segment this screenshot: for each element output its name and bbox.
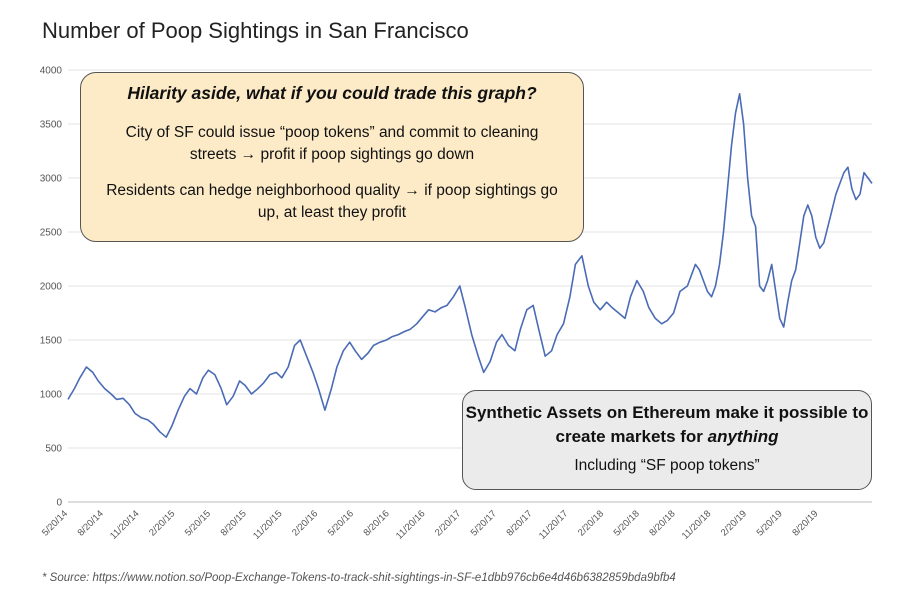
x-tick-label: 8/20/19 [790, 508, 820, 538]
x-tick-label: 8/20/16 [362, 508, 392, 538]
x-tick-label: 5/20/14 [40, 508, 70, 538]
y-tick-label: 4000 [40, 66, 63, 77]
x-tick-label: 8/20/18 [647, 508, 677, 538]
series-line [67, 93, 873, 438]
x-tick-label: 8/20/15 [219, 508, 249, 538]
x-tick-label: 11/20/18 [680, 508, 713, 541]
x-axis-ticks: 5/20/14 8/20/14 11/20/14 2/20/15 5/20/15 8/20… [40, 508, 821, 541]
x-tick-label: 2/20/18 [576, 508, 606, 538]
x-tick-label: 2/20/16 [290, 508, 320, 538]
x-tick-label: 8/20/17 [504, 508, 534, 538]
x-tick-label: 5/20/17 [469, 508, 499, 538]
trade-graph-callout: Hilarity aside, what if you could trade … [80, 72, 584, 242]
x-tick-label: 11/20/16 [394, 508, 427, 541]
chart-title: Number of Poop Sightings in San Francisc… [42, 18, 469, 43]
y-tick-label: 3500 [40, 120, 63, 131]
callout-city-text: City of SF could issue “poop tokens” and… [125, 124, 539, 163]
x-tick-label: 2/20/15 [147, 508, 177, 538]
y-tick-label: 3000 [40, 174, 63, 185]
x-tick-label: 5/20/18 [612, 508, 642, 538]
x-tick-label: 2/20/19 [719, 508, 749, 538]
callout-headline: Hilarity aside, what if you could trade … [127, 83, 537, 103]
callout-residents-text: Residents can hedge neighborhood quality… [106, 182, 558, 221]
y-tick-label: 2000 [40, 282, 63, 293]
x-tick-label: 11/20/17 [537, 508, 570, 541]
y-tick-label: 1000 [40, 390, 63, 401]
x-tick-label: 2/20/17 [433, 508, 463, 538]
x-tick-label: 5/20/19 [755, 508, 785, 538]
callout-synthetic-sub: Including “SF poop tokens” [574, 457, 760, 474]
y-axis-ticks: 0 500 1000 1500 2000 2500 3000 3500 4000 [40, 66, 63, 509]
y-tick-label: 500 [45, 444, 62, 455]
y-tick-label: 1500 [40, 336, 63, 347]
line-chart: 0 500 1000 1500 2000 2500 3000 3500 4000 5/20/14… [40, 66, 873, 542]
y-tick-label: 2500 [40, 228, 63, 239]
x-tick-label: 8/20/14 [76, 508, 106, 538]
y-tick-label: 0 [56, 498, 62, 509]
x-tick-label: 11/20/14 [108, 508, 141, 541]
x-tick-label: 11/20/15 [251, 508, 284, 541]
x-tick-label: 5/20/16 [326, 508, 356, 538]
synthetic-assets-callout: Synthetic Assets on Ethereum make it pos… [462, 390, 872, 490]
callout-synthetic-headline: Synthetic Assets on Ethereum make it pos… [465, 403, 869, 446]
x-tick-label: 5/20/15 [183, 508, 213, 538]
source-note: * Source: https://www.notion.so/Poop-Exc… [42, 572, 676, 584]
